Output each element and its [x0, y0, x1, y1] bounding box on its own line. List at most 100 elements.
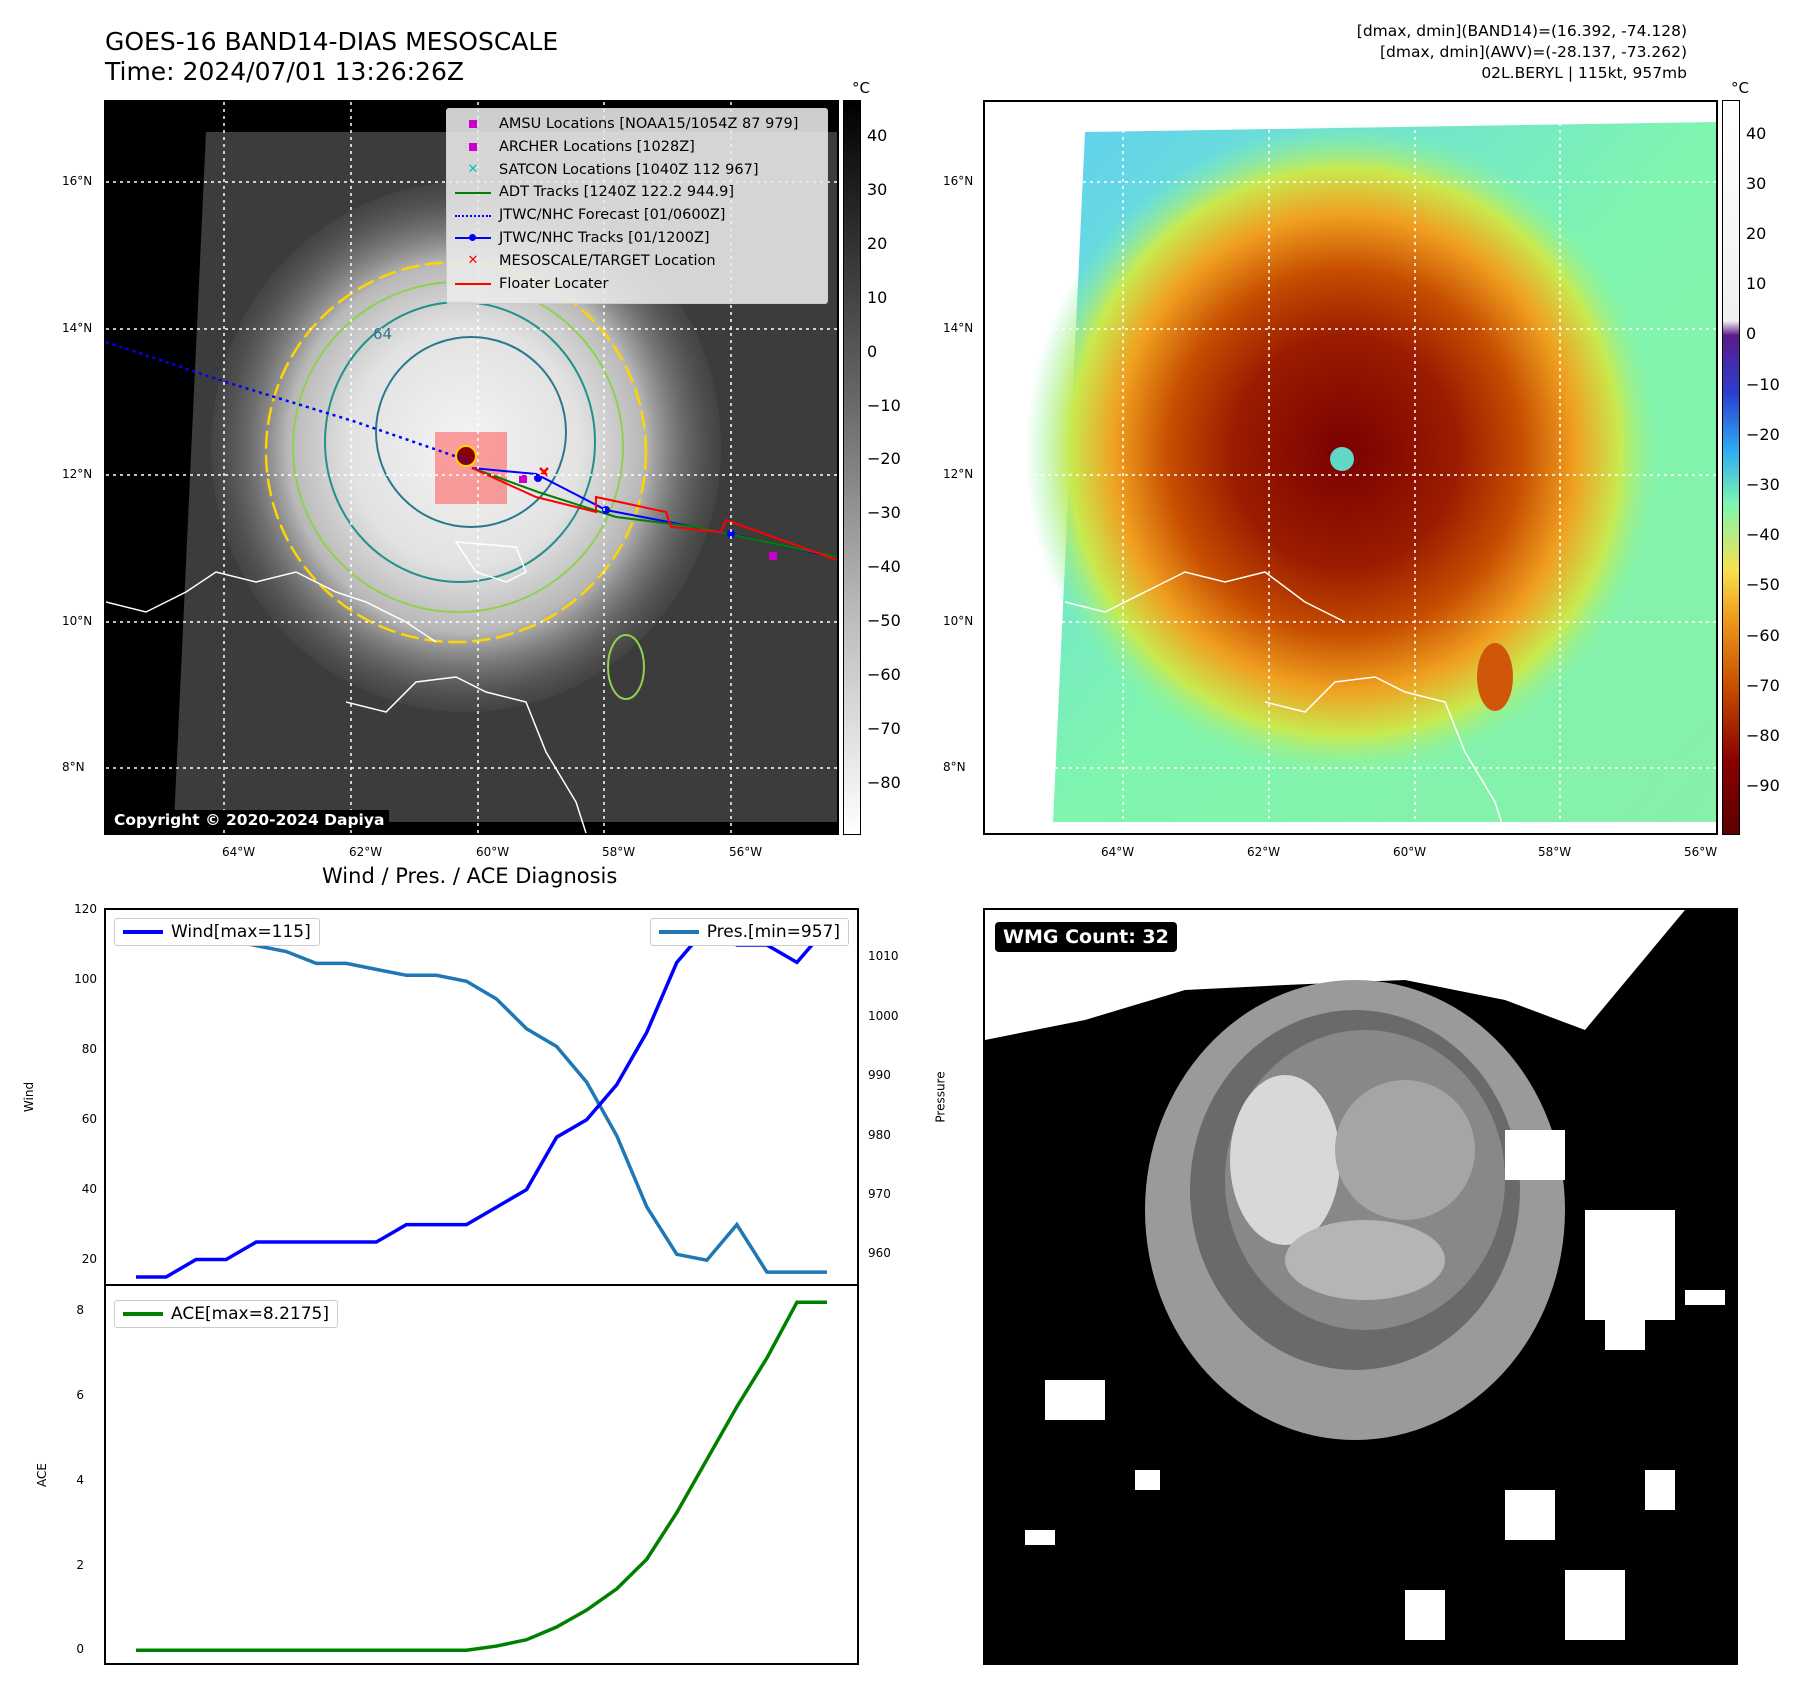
color-colorbar-tick: 0 [1746, 324, 1757, 344]
line-marker-icon [455, 273, 491, 295]
dotted-line-icon [455, 205, 491, 227]
wmg-count-badge: WMG Count: 32 [995, 922, 1177, 952]
ace-series-line [136, 1300, 827, 1653]
diagnostic-awv: [dmax, dmin](AWV)=(-28.137, -73.262) [1380, 43, 1687, 61]
gray-colorbar-tick: −80 [867, 772, 901, 792]
gray-colorbar-tick: −40 [867, 557, 901, 577]
lat-tick: 8°N [62, 760, 85, 774]
pressure-axis-tick: 980 [868, 1127, 891, 1142]
gray-colorbar-tick: 40 [867, 126, 888, 146]
pressure-axis-tick: 970 [868, 1186, 891, 1201]
lon-tick: 64°W [222, 845, 256, 859]
contour-label-64: 64 [373, 325, 392, 343]
gray-colorbar-tick: 0 [867, 341, 878, 361]
wind-axis-tick: 120 [74, 902, 97, 916]
wind-pressure-plot[interactable]: Wind[max=115] Pres.[min=957] [104, 908, 859, 1286]
gray-colorbar-tick: −30 [867, 503, 901, 523]
color-colorbar-tick: −70 [1746, 675, 1780, 695]
pressure-line-icon [658, 930, 699, 934]
awv-map-panel[interactable] [983, 100, 1718, 835]
gray-colorbar-tick: 20 [867, 233, 888, 253]
color-colorbar-tick: −30 [1746, 475, 1780, 495]
gray-colorbar [843, 100, 861, 835]
pressure-legend: Pres.[min=957] [649, 918, 849, 946]
gray-colorbar-tick: −10 [867, 395, 901, 415]
color-colorbar-tick: 10 [1746, 274, 1767, 294]
lon-tick: 60°W [1393, 845, 1427, 859]
ir-map-panel[interactable]: 64 AMSU Locations [NOAA15/1054Z 87 979] … [104, 100, 839, 835]
lat-tick: 16°N [62, 174, 93, 188]
pressure-axis-tick: 1010 [868, 949, 899, 964]
ace-line-icon [123, 1312, 163, 1316]
ace-axis-tick: 2 [76, 1557, 84, 1572]
legend-item-amsu: AMSU Locations [NOAA15/1054Z 87 979] [455, 113, 819, 136]
wmg-panel[interactable]: WMG Count: 32 [983, 908, 1738, 1665]
lat-tick: 12°N [943, 467, 974, 481]
wind-axis-tick: 60 [81, 1111, 97, 1126]
wind-line-icon [123, 930, 163, 934]
lon-tick: 56°W [1684, 845, 1718, 859]
gray-colorbar-tick: −50 [867, 611, 901, 631]
color-colorbar-tick: −10 [1746, 374, 1780, 394]
lat-tick: 10°N [62, 614, 93, 628]
lon-tick: 62°W [349, 845, 383, 859]
lon-tick: 58°W [1538, 845, 1572, 859]
ace-axis-tick: 0 [76, 1642, 84, 1657]
pressure-axis-label: Pressure [933, 1071, 948, 1123]
gray-colorbar-tick: −70 [867, 718, 901, 738]
figure-title-line2: Time: 2024/07/01 13:26:26Z [105, 57, 464, 86]
lon-tick: 58°W [602, 845, 636, 859]
wind-series-line [136, 925, 829, 1279]
color-colorbar-tick: −20 [1746, 424, 1780, 444]
lat-tick: 12°N [62, 467, 93, 481]
gray-colorbar-tick: 10 [867, 287, 888, 307]
ace-axis-tick: 4 [76, 1472, 84, 1487]
diagnosis-title: Wind / Pres. / ACE Diagnosis [322, 864, 618, 888]
line-dot-icon [455, 227, 491, 249]
lat-tick: 16°N [943, 174, 974, 188]
lat-tick: 14°N [62, 321, 93, 335]
wind-axis-label: Wind [22, 1081, 37, 1113]
legend-item-adt: ADT Tracks [1240Z 122.2 944.9] [455, 181, 819, 204]
ace-plot[interactable]: ACE[max=8.2175] [104, 1284, 859, 1665]
legend-item-floater: Floater Locater [455, 273, 819, 296]
color-colorbar-unit: °C [1731, 79, 1749, 97]
wind-axis-tick: 100 [74, 971, 97, 986]
legend-item-archer: ARCHER Locations [1028Z] [455, 136, 819, 159]
color-colorbar-tick: 30 [1746, 173, 1767, 193]
gray-colorbar-unit: °C [852, 79, 870, 97]
gray-colorbar-tick: 30 [867, 179, 888, 199]
ace-legend: ACE[max=8.2175] [114, 1300, 338, 1328]
awv-map-image [985, 102, 1716, 833]
wind-axis-tick: 20 [81, 1251, 97, 1266]
lat-tick: 8°N [943, 760, 966, 774]
legend-item-satcon: ✕ SATCON Locations [1040Z 112 967] [455, 159, 819, 182]
pressure-axis-tick: 1000 [868, 1008, 899, 1023]
lat-tick: 14°N [943, 321, 974, 335]
color-colorbar-tick: −90 [1746, 776, 1780, 796]
ir-map-legend: AMSU Locations [NOAA15/1054Z 87 979] ARC… [446, 108, 828, 304]
ir-map-image: 64 [106, 102, 837, 833]
wind-axis-tick: 80 [81, 1041, 97, 1056]
legend-item-mesoscale: ✕ MESOSCALE/TARGET Location [455, 250, 819, 273]
x-marker-icon: ✕ [467, 252, 479, 268]
wind-pressure-svg [136, 925, 829, 1279]
lon-tick: 64°W [1101, 845, 1135, 859]
pressure-axis-tick: 960 [868, 1246, 891, 1261]
pressure-axis-tick: 990 [868, 1068, 891, 1083]
x-marker-icon: ✕ [467, 161, 479, 177]
storm-info: 02L.BERYL | 115kt, 957mb [1481, 64, 1687, 82]
legend-item-tracks: JTWC/NHC Tracks [01/1200Z] [455, 227, 819, 250]
color-colorbar [1722, 100, 1740, 835]
copyright-label: Copyright © 2020-2024 Dapiya [109, 810, 390, 830]
color-colorbar-tick: 20 [1746, 224, 1767, 244]
gray-colorbar-tick: −20 [867, 449, 901, 469]
figure-title-line1: GOES-16 BAND14-DIAS MESOSCALE [105, 27, 559, 56]
ace-axis-tick: 8 [76, 1303, 84, 1318]
gray-colorbar-tick: −60 [867, 665, 901, 684]
square-marker-icon [455, 136, 491, 158]
lat-tick: 10°N [943, 614, 974, 628]
lon-tick: 62°W [1247, 845, 1281, 859]
line-marker-icon [455, 182, 491, 204]
lon-tick: 56°W [729, 845, 763, 859]
